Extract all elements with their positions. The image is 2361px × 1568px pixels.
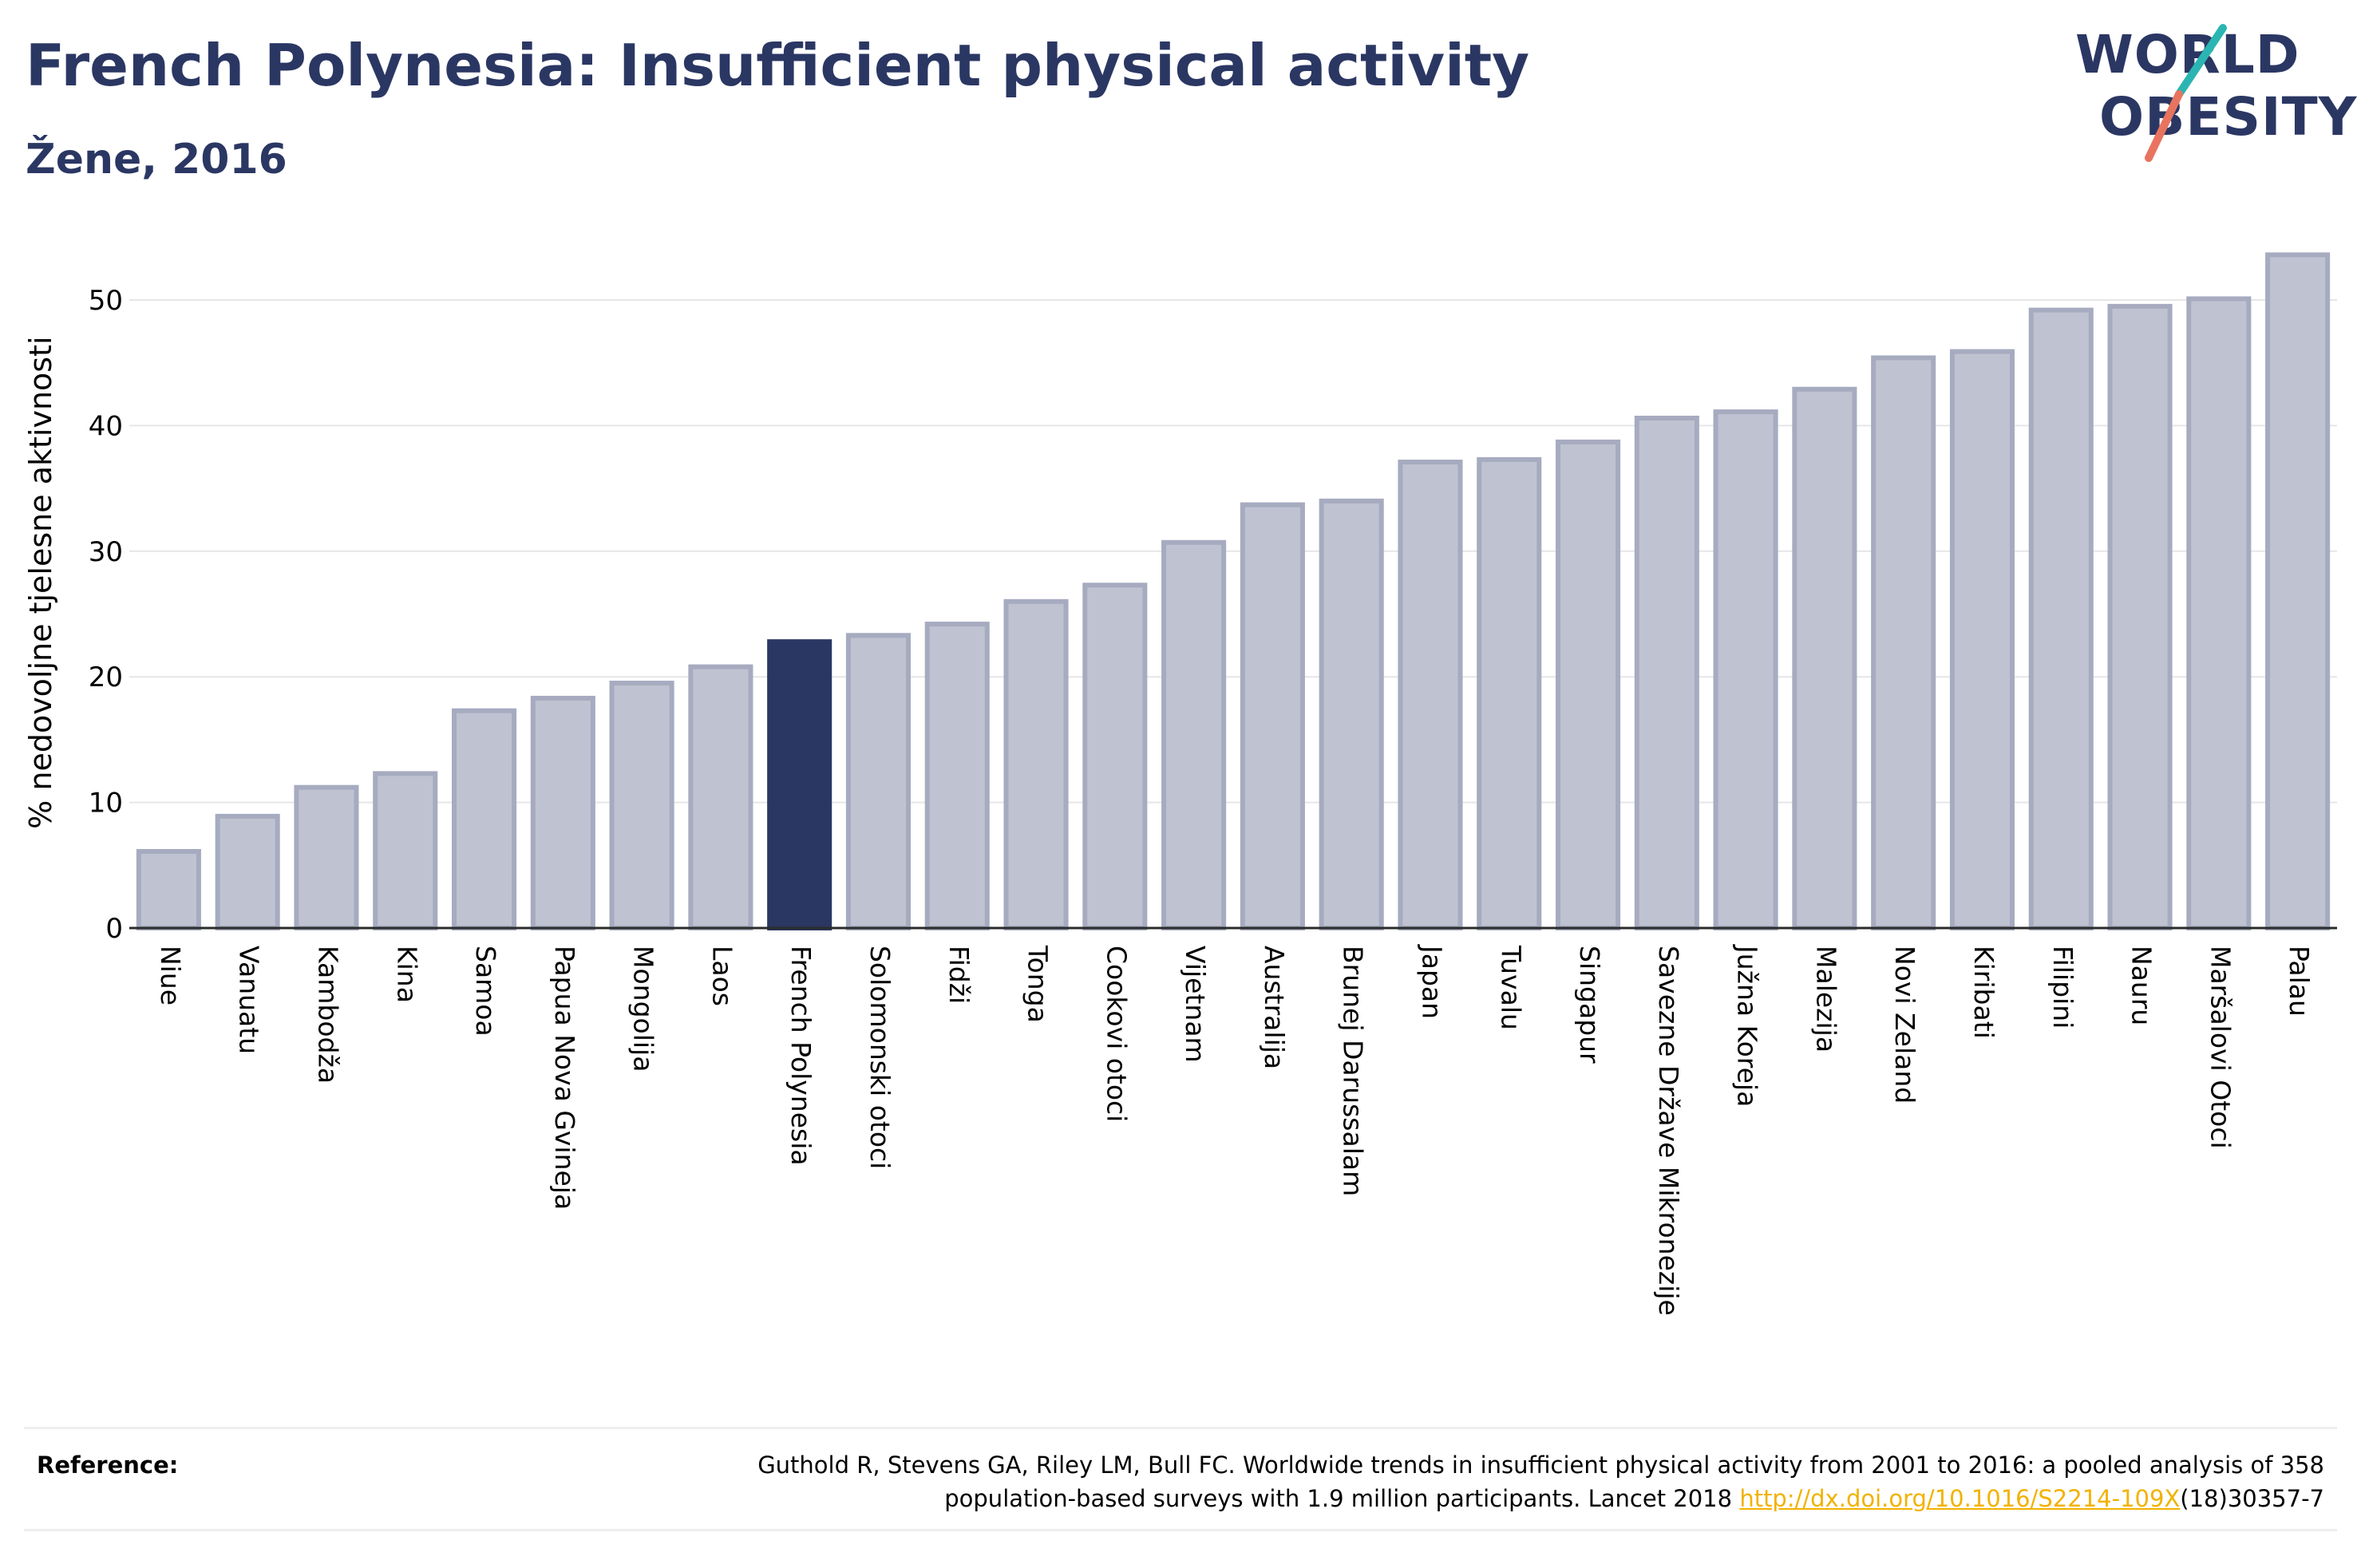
x-tick-label: Papua Nova Gvineja <box>549 946 580 1210</box>
bar-12[interactable] <box>1082 583 1148 930</box>
x-tick-label: Tonga <box>1022 945 1054 1023</box>
bar-23[interactable] <box>1949 349 2015 930</box>
y-tick-label: 0 <box>105 913 123 945</box>
x-tick-label: Palau <box>2284 946 2315 1017</box>
x-tick-label: Laos <box>706 946 738 1006</box>
y-axis-ticks: 0 10 20 30 40 50 <box>89 285 123 945</box>
chart-title: French Polynesia: Insufficient physical … <box>26 32 1530 99</box>
x-tick-label: Cookovi otoci <box>1101 946 1132 1122</box>
bar-5[interactable] <box>530 695 595 930</box>
bar-11[interactable] <box>1003 598 1069 930</box>
chart-subtitle: Žene, 2016 <box>26 136 287 184</box>
x-tick-label: Novi Zeland <box>1889 946 1920 1104</box>
x-tick-label: Samoa <box>470 946 501 1037</box>
bar-19[interactable] <box>1634 415 1699 930</box>
bar-0[interactable] <box>136 848 201 931</box>
bar-22[interactable] <box>1871 355 1936 931</box>
x-tick-label: Niue <box>155 946 186 1005</box>
x-tick-label: Japan <box>1416 944 1447 1019</box>
bar-1[interactable] <box>215 813 280 930</box>
x-tick-label: Malezija <box>1810 946 1841 1053</box>
x-tick-label: Kina <box>391 946 422 1003</box>
bar-16[interactable] <box>1398 460 1463 930</box>
bar-4[interactable] <box>451 708 517 930</box>
reference-line-1: Guthold R, Stevens GA, Riley LM, Bull FC… <box>757 1451 2324 1479</box>
bar-27[interactable] <box>2265 252 2331 930</box>
y-axis-label: % nedovoljne tjelesne aktivnosti <box>23 336 58 828</box>
bar-9[interactable] <box>845 633 912 930</box>
bar-7[interactable] <box>688 664 753 930</box>
y-tick-label: 30 <box>89 536 123 568</box>
x-tick-label: Brunej Darussalam <box>1338 946 1369 1196</box>
reference-line-2-prefix: population-based surveys with 1.9 millio… <box>944 1485 1740 1512</box>
bar-14[interactable] <box>1240 502 1305 930</box>
x-tick-label: Nauru <box>2126 946 2157 1025</box>
y-tick-label: 10 <box>89 788 123 820</box>
x-tick-label: Australija <box>1259 946 1290 1069</box>
bar-21[interactable] <box>1792 386 1857 930</box>
bar-20[interactable] <box>1713 409 1778 930</box>
bar-17[interactable] <box>1477 456 1542 930</box>
reference-line-2-suffix: (18)30357-7 <box>2180 1485 2324 1512</box>
x-tick-label: Vanuatu <box>234 946 265 1054</box>
bar-24[interactable] <box>2028 307 2094 931</box>
x-tick-label: Filipini <box>2047 946 2078 1029</box>
x-tick-label: French Polynesia <box>785 946 817 1166</box>
reference-link[interactable]: http://dx.doi.org/10.1016/S2214-109X <box>1739 1485 2181 1512</box>
bar-2[interactable] <box>294 784 359 930</box>
y-tick-label: 40 <box>89 410 123 442</box>
x-tick-label: Mongolija <box>628 946 659 1072</box>
reference-text: Guthold R, Stevens GA, Riley LM, Bull FC… <box>488 1448 2324 1515</box>
x-tick-label: Singapur <box>1574 946 1605 1064</box>
x-tick-label: Kiribati <box>1968 946 1999 1039</box>
x-axis-labels: Niue Vanuatu Kambodža Kina Samoa Papua Nova G… <box>155 944 2315 1316</box>
logo-slash-icon <box>2145 24 2227 162</box>
x-tick-label: Kambodža <box>312 946 343 1084</box>
x-tick-label: Solomonski otoci <box>864 946 896 1169</box>
reference-label: Reference: <box>37 1451 179 1479</box>
bar-chart: 0 10 20 30 40 50 Niue Vanuatu Kambodža Kina Samoa… <box>23 252 2337 1316</box>
x-tick-label: Tuvalu <box>1495 945 1526 1030</box>
y-tick-label: 20 <box>89 662 123 693</box>
reference-box: Reference: Guthold R, Stevens GA, Riley … <box>24 1427 2337 1531</box>
y-tick-label: 50 <box>89 285 123 317</box>
logo-line-obesity: OBESITY <box>2099 86 2358 148</box>
bar-10[interactable] <box>924 622 990 930</box>
x-tick-label: Južna Koreja <box>1732 944 1763 1107</box>
x-tick-label: Fidži <box>943 946 975 1004</box>
x-tick-label: Vijetnam <box>1180 946 1211 1063</box>
bar-3[interactable] <box>373 771 438 931</box>
bar-26[interactable] <box>2186 296 2252 930</box>
world-obesity-logo[interactable]: WORLD OBESITY <box>2075 24 2356 168</box>
bar-25[interactable] <box>2107 303 2173 930</box>
x-tick-label: Savezne Države Mikronezije <box>1653 946 1684 1316</box>
bar-18[interactable] <box>1555 439 1621 930</box>
bar-8[interactable] <box>767 639 832 930</box>
bar-13[interactable] <box>1161 539 1227 930</box>
x-tick-label: Maršalovi Otoci <box>2205 946 2236 1149</box>
bar-6[interactable] <box>609 681 674 930</box>
bar-15[interactable] <box>1319 498 1384 930</box>
bars <box>136 252 2331 931</box>
